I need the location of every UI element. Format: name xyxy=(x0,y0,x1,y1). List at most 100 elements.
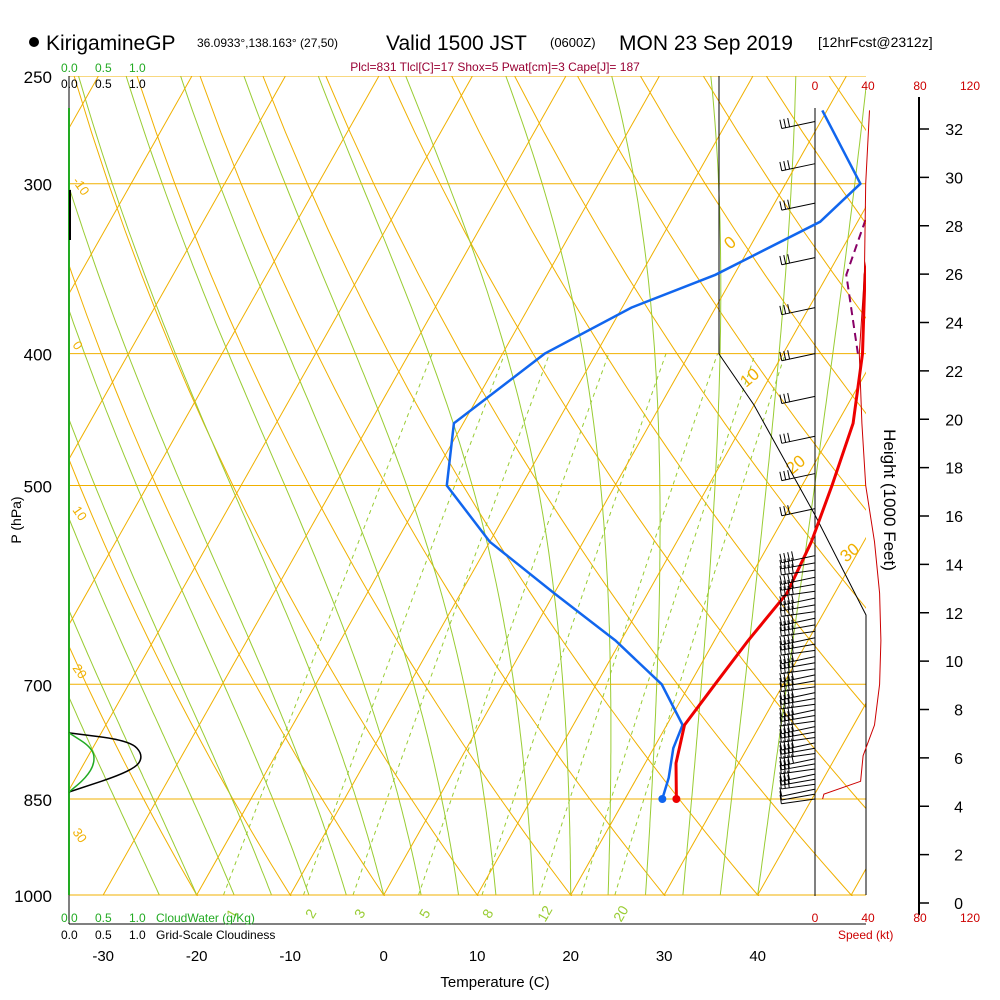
mixing-ratio-line xyxy=(614,353,786,896)
isotherms xyxy=(0,27,866,896)
forecast-tag: [12hrFcst@2312z] xyxy=(818,34,933,50)
isotherm-line xyxy=(102,76,567,896)
moist-adiabat-line xyxy=(69,308,310,896)
x-tick-label: 0 xyxy=(380,948,388,965)
wind-barb xyxy=(779,564,816,576)
mixing-ratio-label: 3 xyxy=(351,906,369,921)
x-tick-label: 20 xyxy=(562,948,579,965)
cloudiness-tick: 1.0 xyxy=(129,77,146,91)
dry-adiabat-line xyxy=(136,76,573,896)
dry-adiabat-line xyxy=(850,14,1000,924)
station-coords: 36.0933°,138.163° (27,50) xyxy=(197,36,338,50)
mixing-ratio-label: 5 xyxy=(416,906,434,921)
height-tick-label: 4 xyxy=(954,799,963,816)
cloud-water-tick: 0.0 xyxy=(61,61,78,75)
station-name: KirigamineGP xyxy=(46,32,176,55)
wind-barb xyxy=(779,350,816,362)
wind-barb xyxy=(779,585,816,597)
cloudiness-tick: 0.0 xyxy=(61,928,78,942)
temperature-axis: -30 -20 -10 0 10 20 30 40 xyxy=(92,948,766,965)
height-tick-label: 16 xyxy=(945,509,963,526)
cloud-water-tick: 0.5 xyxy=(95,61,112,75)
temperature-trace xyxy=(674,261,866,800)
speed-tick-top: 120 xyxy=(960,79,980,93)
isotherm-line xyxy=(289,76,754,896)
speed-tick-top: 0 xyxy=(812,79,819,93)
dry-adiabat-line xyxy=(262,76,760,896)
isotherm-line xyxy=(69,76,287,461)
isotherm-label: -10 xyxy=(70,174,93,198)
dry-adiabat-line xyxy=(451,76,866,709)
moist-adiabat-line xyxy=(505,76,612,896)
speed-tick-bottom: 80 xyxy=(913,911,927,925)
profile-boundary-line xyxy=(718,76,867,895)
x-tick-label: -30 xyxy=(92,948,114,965)
moist-adiabat-line xyxy=(719,76,797,896)
dry-adiabat-line xyxy=(639,76,866,415)
height-tick-label: 12 xyxy=(945,606,963,623)
isotherm-label: 30 xyxy=(70,825,91,845)
speed-tick-top: 40 xyxy=(861,79,875,93)
cloudiness-tick: 1.0 xyxy=(129,928,146,942)
surface-temperature-marker xyxy=(672,794,681,803)
wind-barb xyxy=(779,572,816,585)
wind-barb xyxy=(779,392,816,404)
speed-tick-bottom: 120 xyxy=(960,911,980,925)
wind-barb xyxy=(779,117,816,130)
mixing-ratio-line xyxy=(303,353,506,896)
cloudiness-tick: 0.5 xyxy=(95,77,112,91)
height-tick-label: 0 xyxy=(954,896,963,913)
wind-barb xyxy=(779,738,816,751)
mixing-ratio-line xyxy=(418,353,610,896)
speed-tick-top: 80 xyxy=(913,79,927,93)
cloud-scale-bottom: 0.0 0.5 1.0 CloudWater (g/Kg) 0.0 0.5 1.… xyxy=(61,911,275,942)
mixing-ratio-line xyxy=(538,353,718,896)
dry-adiabat-line xyxy=(69,263,385,896)
cloudiness-label: Grid-Scale Cloudiness xyxy=(156,928,275,942)
height-tick-label: 32 xyxy=(945,122,963,139)
wind-speed-trace xyxy=(822,110,882,800)
dry-adiabat-line xyxy=(69,458,292,896)
dry-adiabat-line xyxy=(325,76,853,896)
mixing-ratio-label: 8 xyxy=(479,906,497,921)
wind-barb xyxy=(779,505,816,517)
mixing-ratio-label: 20 xyxy=(610,903,632,925)
isotherm-line xyxy=(383,76,848,896)
cloud-scale-top: 0.0 0.5 1.0 0.0 0.5 1.0 xyxy=(61,61,146,91)
dry-adiabat-line xyxy=(972,14,1000,924)
stability-indices: Plcl=831 Tlcl[C]=17 Shox=5 Pwat[cm]=3 Ca… xyxy=(350,60,640,74)
height-tick-label: 6 xyxy=(954,751,963,768)
cloudiness-tick: 0.5 xyxy=(95,928,112,942)
isotherm-line xyxy=(757,702,866,896)
wind-barb xyxy=(779,662,816,675)
mixing-ratio-line xyxy=(580,353,756,896)
moist-adiabat-line xyxy=(243,76,497,896)
dry-adiabat-label: 30 xyxy=(836,539,863,566)
moist-adiabat-line xyxy=(682,76,722,896)
x-tick-label: 40 xyxy=(749,948,766,965)
parcel-trace xyxy=(845,215,866,354)
dry-adiabat-line xyxy=(199,76,666,896)
cloudiness-trace xyxy=(68,732,142,793)
isotherm-line xyxy=(0,27,33,895)
mixing-ratio-label: 12 xyxy=(534,903,556,925)
cloud-water-tick: 1.0 xyxy=(129,911,146,925)
wind-barb xyxy=(779,787,816,797)
wind-barb xyxy=(779,557,816,570)
speed-axis-title: Speed (kt) xyxy=(838,928,893,942)
dewpoint-trace xyxy=(445,109,862,800)
height-tick-label: 26 xyxy=(945,267,963,284)
cloud-water-label: CloudWater (g/Kg) xyxy=(156,911,255,925)
isotherm-label: 20 xyxy=(70,661,91,681)
moist-adiabat-line xyxy=(757,83,866,896)
wind-barb xyxy=(779,619,816,632)
wind-barb xyxy=(779,625,816,637)
moist-adiabat-line xyxy=(125,76,422,896)
height-tick-label: 30 xyxy=(945,170,963,187)
isotherm-line xyxy=(850,867,866,896)
isotherm-line xyxy=(69,76,474,792)
dry-adiabat-line xyxy=(514,76,866,609)
pressure-tick-label: 700 xyxy=(24,676,52,695)
